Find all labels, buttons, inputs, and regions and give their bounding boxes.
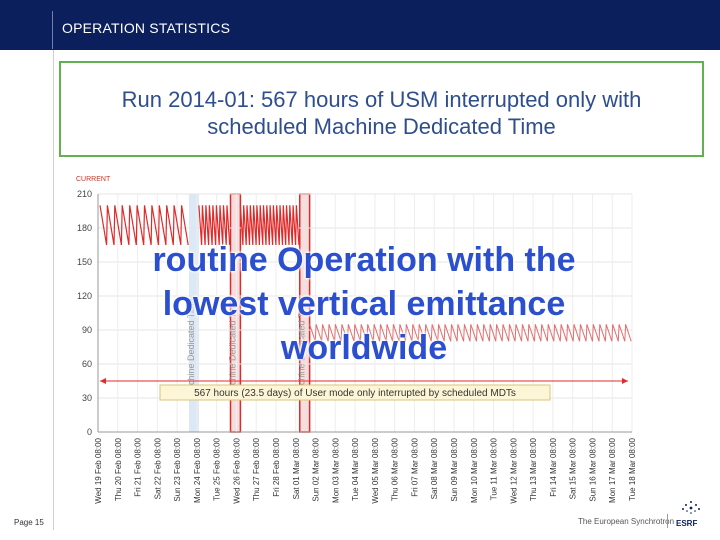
x-tick-label-20: Tue 11 Mar 08:00 xyxy=(490,437,499,500)
current-trace-1 xyxy=(99,205,189,246)
annotation-text: 567 hours (23.5 days) of User mode only … xyxy=(194,388,516,399)
x-tick-label-22: Thu 13 Mar 08:00 xyxy=(529,437,538,501)
run-span-arrow-left xyxy=(100,378,106,384)
x-tick-label-26: Mon 17 Mar 08:00 xyxy=(608,437,617,502)
overlay-line-3: worldwide xyxy=(280,329,448,367)
x-tick-label-16: Fri 07 Mar 08:00 xyxy=(410,437,419,496)
callout-line-2: scheduled Machine Dedicated Time xyxy=(207,114,556,139)
x-tick-label-19: Mon 10 Mar 08:00 xyxy=(470,437,479,502)
esrf-logo-text: ESRF xyxy=(676,519,698,528)
overlay-text: routine Operation with the lowest vertic… xyxy=(104,238,624,370)
x-tick-label-23: Fri 14 Mar 08:00 xyxy=(549,437,558,496)
x-tick-label-12: Mon 03 Mar 08:00 xyxy=(331,437,340,502)
current-trace-2 xyxy=(198,205,231,246)
header-logo-block xyxy=(14,11,53,49)
x-tick-label-21: Wed 12 Mar 08:00 xyxy=(509,437,518,503)
overlay-line-1: routine Operation with the xyxy=(152,241,576,279)
x-tick-label-15: Thu 06 Mar 08:00 xyxy=(391,437,400,501)
current-trace-3 xyxy=(239,205,300,246)
y-tick-label-7: 210 xyxy=(77,189,92,199)
x-tick-label-4: Sun 23 Feb 08:00 xyxy=(173,437,182,501)
current-chart: 0 30 60 90 120 150 180 210 CURRENT Machine Dedica… xyxy=(70,168,640,520)
x-tick-label-24: Sat 15 Mar 08:00 xyxy=(569,437,578,499)
x-tick-label-10: Sat 01 Mar 08:00 xyxy=(292,437,301,499)
y-tick-label-2: 60 xyxy=(82,359,92,369)
y-tick-label-3: 90 xyxy=(82,325,92,335)
mdt-label-1: Machine Dedicated Time xyxy=(227,298,237,397)
x-tick-label-27: Tue 18 Mar 08:00 xyxy=(628,437,637,500)
x-tick-label-17: Sat 08 Mar 08:00 xyxy=(430,437,439,499)
x-tick-label-6: Tue 25 Feb 08:00 xyxy=(213,437,222,500)
x-tick-label-11: Sun 02 Mar 08:00 xyxy=(312,437,321,501)
annotation-box xyxy=(159,384,551,401)
page-number: Page 15 xyxy=(14,518,44,527)
callout-line-1: Run 2014-01: 567 hours of USM interrupte… xyxy=(121,87,642,112)
y-tick-label-5: 150 xyxy=(77,257,92,267)
x-tick-label-5: Mon 24 Feb 08:00 xyxy=(193,437,202,502)
y-tick-label-0: 0 xyxy=(87,427,92,437)
overlay-line-2: lowest vertical emittance xyxy=(162,285,566,323)
footer-separator xyxy=(667,514,668,528)
run-span-arrow-right xyxy=(622,378,628,384)
footer-organization: The European Synchrotron xyxy=(578,517,675,526)
header-bar xyxy=(0,0,720,50)
y-tick-label-6: 180 xyxy=(77,223,92,233)
x-tick-label-25: Sun 16 Mar 08:00 xyxy=(588,437,597,501)
x-tick-label-14: Wed 05 Mar 08:00 xyxy=(371,437,380,503)
mdt-label-2: Machine Dedicated Time xyxy=(297,298,307,397)
page-title: OPERATION STATISTICS xyxy=(62,20,231,36)
x-tick-label-1: Thu 20 Feb 08:00 xyxy=(114,437,123,501)
mdt-band-0 xyxy=(188,194,199,432)
chart-svg: 0 30 60 90 120 150 180 210 CURRENT Machine Dedica… xyxy=(76,176,637,504)
esrf-logo-icon xyxy=(682,501,700,514)
y-tick-label-4: 120 xyxy=(77,291,92,301)
x-tick-label-7: Wed 26 Feb 08:00 xyxy=(232,437,241,503)
x-tick-label-13: Tue 04 Mar 08:00 xyxy=(351,437,360,500)
left-divider xyxy=(53,50,54,530)
y-tick-label-1: 30 xyxy=(82,393,92,403)
x-tick-label-8: Thu 27 Feb 08:00 xyxy=(252,437,261,501)
x-tick-label-9: Fri 28 Feb 08:00 xyxy=(272,437,281,496)
y-axis-label: CURRENT xyxy=(76,176,111,183)
x-tick-label-2: Fri 21 Feb 08:00 xyxy=(134,437,143,496)
x-tick-label-18: Sun 09 Mar 08:00 xyxy=(450,437,459,501)
callout-box: Run 2014-01: 567 hours of USM interrupte… xyxy=(59,61,704,157)
x-tick-label-0: Wed 19 Feb 08:00 xyxy=(94,437,103,503)
x-tick-label-3: Sat 22 Feb 08:00 xyxy=(153,437,162,499)
current-trace-4 xyxy=(309,324,632,342)
mdt-label-0: Machine Dedicated Time xyxy=(186,298,196,397)
